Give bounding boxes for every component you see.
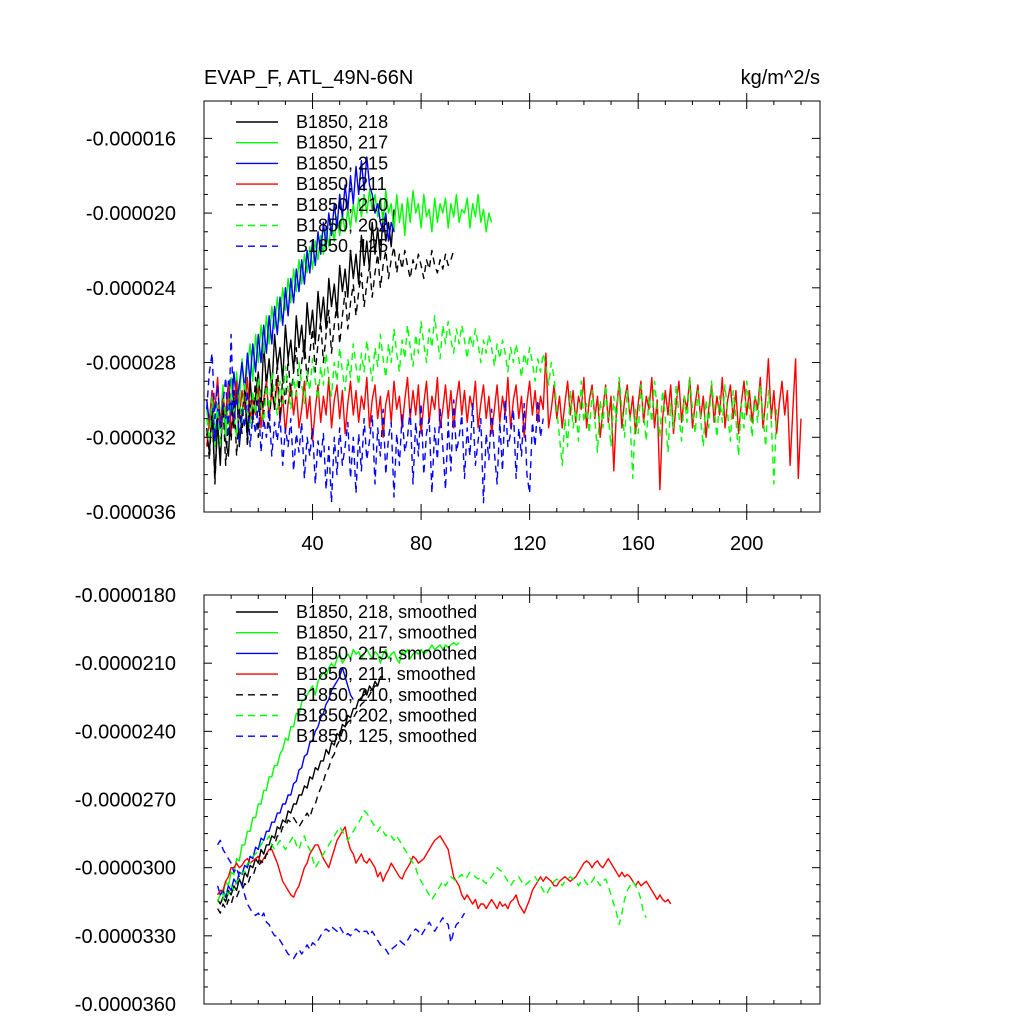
legend-label: B1850, 210 [296,195,388,215]
y-tick-label: -0.000024 [86,278,176,300]
series-line-top-6 [206,333,544,504]
series-line-bottom-4 [216,685,378,914]
x-tick-label: 120 [513,533,546,555]
y-tick-label: -0.0000330 [75,926,176,948]
series-line-top-4 [206,245,455,485]
y-tick-label: -0.0000360 [75,994,176,1016]
series-line-bottom-0 [216,676,384,905]
legend-label: B1850, 125, smoothed [296,726,477,746]
legend-label: B1850, 215 [296,153,388,173]
y-tick-label: -0.000032 [86,427,176,449]
top-panel: EVAP_F, ATL_49N-66N kg/m^2/s 40 80 120 160 2… [86,67,821,555]
series-line-bottom-1 [216,642,460,896]
y-tick-label: -0.0000240 [75,721,176,743]
legend-label: B1850, 202, smoothed [296,706,477,726]
legend-label: B1850, 217, smoothed [296,623,477,643]
y-tick-label: -0.0000180 [75,585,176,607]
series-line-top-3 [206,352,802,491]
legend-label: B1850, 218, smoothed [296,602,477,622]
legend-label: B1850, 125 [296,236,388,256]
legend-label: B1850, 211 [296,174,387,194]
y-tick-label: -0.0000300 [75,858,176,880]
x-tick-label: 40 [301,533,323,555]
x-tick-label: 200 [730,533,763,555]
y-tick-label: -0.000016 [86,128,176,150]
legend-label: B1850, 218 [296,112,388,132]
series-line-bottom-3 [216,826,672,914]
x-tick-label: 80 [410,533,432,555]
bottom-panel: -0.0000180 -0.0000210 -0.0000240 -0.0000270… [75,585,821,1016]
legend-label: B1850, 217 [296,133,388,153]
top-panel-plot-area: 40 80 120 160 200 -0.000016 -0.000020 -0.000024… [86,93,821,555]
series-line-bottom-6 [216,839,466,960]
series-line-bottom-2 [216,667,354,898]
legend-label: B1850, 210, smoothed [296,685,477,705]
series-line-top-5 [206,315,778,485]
y-tick-label: -0.000036 [86,502,176,524]
legend-label: B1850, 202 [296,216,388,236]
y-tick-label: -0.000020 [86,203,176,225]
y-tick-label: -0.000028 [86,353,176,375]
top-panel-title: EVAP_F, ATL_49N-66N [204,67,413,89]
legend-label: B1850, 211, smoothed [296,664,476,684]
x-tick-label: 160 [621,533,654,555]
bottom-panel-plot-area: -0.0000180 -0.0000210 -0.0000240 -0.0000270… [75,585,821,1016]
y-tick-label: -0.0000270 [75,790,176,812]
top-panel-units: kg/m^2/s [741,67,820,89]
y-tick-label: -0.0000210 [75,653,176,675]
legend-label: B1850, 215, smoothed [296,643,477,663]
